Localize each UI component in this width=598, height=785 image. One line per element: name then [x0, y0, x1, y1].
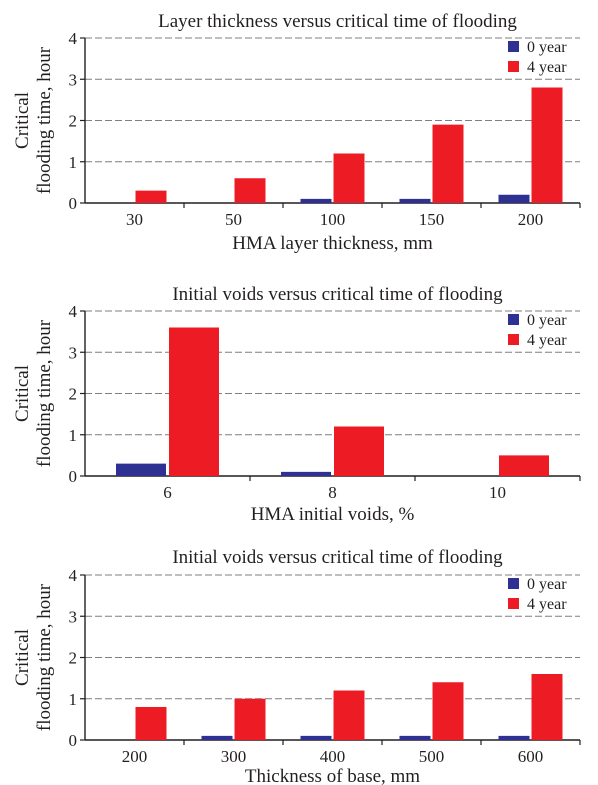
bar-series-1 [234, 178, 266, 203]
bar-series-0 [300, 735, 332, 740]
y-tick-label: 2 [69, 385, 78, 404]
legend-swatch [508, 61, 519, 72]
bar-series-1 [432, 682, 464, 740]
bar-series-0 [281, 471, 331, 476]
x-tick-label: 200 [518, 210, 544, 229]
bar-series-0 [498, 735, 530, 740]
bar-series-0 [201, 735, 233, 740]
legend-label: 4 year [527, 59, 567, 76]
y-tick-label: 1 [69, 690, 78, 709]
bar-series-1 [135, 707, 167, 740]
y-axis-label: Critical [12, 365, 33, 422]
chart-1: Layer thickness versus critical time of … [12, 11, 581, 254]
bar-series-1 [432, 124, 464, 203]
legend-label: 0 year [527, 312, 567, 329]
x-tick-label: 50 [225, 210, 242, 229]
bar-series-0 [300, 198, 332, 203]
y-tick-label: 0 [69, 467, 78, 486]
x-tick-label: 6 [163, 483, 172, 502]
bar-series-1 [333, 690, 365, 740]
x-axis-label: HMA layer thickness, mm [232, 233, 433, 254]
y-axis-label-line-2: flooding time, hour [34, 46, 55, 194]
y-tick-label: 3 [69, 70, 78, 89]
bar-series-1 [334, 426, 384, 476]
y-tick-label: 1 [69, 153, 78, 172]
y-tick-label: 1 [69, 426, 78, 445]
legend-swatch [508, 41, 519, 52]
x-tick-label: 150 [419, 210, 445, 229]
x-tick-label: 8 [328, 483, 337, 502]
y-tick-label: 0 [69, 194, 78, 213]
x-axis-label: HMA initial voids, % [251, 504, 415, 525]
y-axis-label: Critical [12, 629, 33, 686]
y-tick-label: 3 [69, 343, 78, 362]
x-tick-label: 10 [489, 483, 506, 502]
y-tick-label: 4 [69, 566, 78, 585]
chart-3: Initial voids versus critical time of fl… [12, 547, 581, 785]
x-tick-label: 400 [320, 747, 346, 766]
x-tick-label: 200 [122, 747, 148, 766]
bar-series-1 [135, 190, 167, 203]
legend-swatch [508, 314, 519, 325]
bar-series-1 [499, 455, 549, 476]
bar-series-1 [169, 327, 219, 476]
legend-label: 4 year [527, 332, 567, 349]
legend-swatch [508, 598, 519, 609]
bar-series-0 [399, 198, 431, 203]
x-axis-label: Thickness of base, mm [245, 766, 420, 785]
bar-series-0 [498, 194, 530, 203]
x-tick-label: 600 [518, 747, 544, 766]
x-tick-label: 30 [126, 210, 143, 229]
y-axis-label: Critical [12, 92, 33, 149]
chart-2: Initial voids versus critical time of fl… [12, 284, 581, 525]
bar-series-1 [531, 87, 563, 203]
x-tick-label: 500 [419, 747, 445, 766]
legend-swatch [508, 334, 519, 345]
bar-series-1 [333, 153, 365, 203]
chart-title: Initial voids versus critical time of fl… [172, 547, 503, 568]
bar-series-0 [399, 735, 431, 740]
chart-title: Initial voids versus critical time of fl… [172, 284, 503, 305]
legend-swatch [508, 578, 519, 589]
x-tick-label: 300 [221, 747, 247, 766]
y-tick-label: 3 [69, 607, 78, 626]
chart-title: Layer thickness versus critical time of … [158, 11, 517, 32]
legend-label: 0 year [527, 39, 567, 56]
y-tick-label: 4 [69, 302, 78, 321]
bar-series-1 [234, 698, 266, 740]
y-axis-label-line-2: flooding time, hour [34, 583, 55, 731]
y-axis-label-line-2: flooding time, hour [34, 319, 55, 467]
bar-series-1 [531, 674, 563, 740]
legend-label: 4 year [527, 596, 567, 613]
bar-series-0 [116, 463, 166, 476]
y-tick-label: 0 [69, 731, 78, 750]
x-tick-label: 100 [320, 210, 346, 229]
y-tick-label: 2 [69, 649, 78, 668]
y-tick-label: 2 [69, 112, 78, 131]
legend-label: 0 year [527, 576, 567, 593]
y-tick-label: 4 [69, 29, 78, 48]
